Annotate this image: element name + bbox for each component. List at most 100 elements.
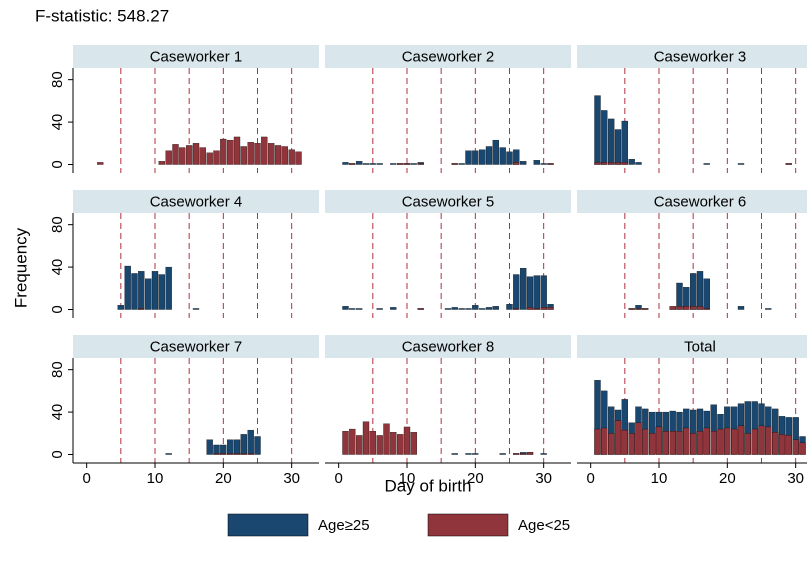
bar <box>247 142 254 165</box>
bar <box>165 453 172 455</box>
x-tick-label: 30 <box>535 470 552 487</box>
strip <box>325 45 571 68</box>
panel-title: Caseworker 5 <box>402 193 495 210</box>
bar <box>669 306 676 310</box>
legend-swatch <box>427 513 509 537</box>
bar <box>601 427 608 455</box>
panel-title: Caseworker 8 <box>402 338 495 355</box>
bar <box>240 453 247 455</box>
bar <box>737 163 745 165</box>
bar <box>676 431 683 455</box>
bar <box>281 146 288 165</box>
bar <box>206 152 213 165</box>
bar <box>397 434 404 455</box>
bar <box>765 308 772 310</box>
bar <box>513 308 520 310</box>
bar <box>247 429 254 455</box>
bar <box>758 425 765 455</box>
bar <box>451 163 458 165</box>
bar <box>206 439 213 455</box>
x-tick-label: 0 <box>586 470 594 487</box>
bar <box>533 275 540 310</box>
bar <box>165 266 172 310</box>
bar <box>383 423 390 455</box>
bar <box>594 162 601 165</box>
bar <box>369 163 376 165</box>
bar <box>417 163 424 165</box>
bar <box>594 95 601 165</box>
bar <box>213 444 220 455</box>
y-tick-label: 40 <box>49 259 66 276</box>
x-tick-label: 30 <box>283 470 300 487</box>
bar <box>608 162 615 165</box>
bar <box>772 432 779 455</box>
bar <box>444 308 452 310</box>
bar <box>165 150 172 165</box>
bar <box>547 163 554 165</box>
bar <box>131 273 138 310</box>
panel-title: Caseworker 3 <box>654 48 747 65</box>
bar <box>628 159 635 165</box>
bar <box>513 162 520 165</box>
bar <box>703 427 710 455</box>
bar <box>533 308 540 310</box>
bar <box>349 163 356 165</box>
bar <box>799 442 806 455</box>
bar <box>179 147 186 165</box>
bar <box>703 163 710 165</box>
bar <box>785 163 792 165</box>
y-axis-label: Frequency <box>11 227 30 308</box>
bar <box>635 308 642 310</box>
bar <box>635 162 642 165</box>
y-tick-label: 0 <box>49 160 66 168</box>
bar <box>608 433 615 455</box>
bar <box>151 271 159 310</box>
bar <box>642 308 649 310</box>
bar <box>642 428 649 455</box>
bar <box>526 276 534 310</box>
panel-title: Caseworker 2 <box>402 48 495 65</box>
strip <box>577 45 807 68</box>
bar <box>240 146 247 165</box>
x-tick-label: 30 <box>787 470 804 487</box>
bar <box>485 146 493 165</box>
bar <box>451 307 458 310</box>
y-tick-label: 0 <box>49 450 66 458</box>
bar <box>479 308 486 310</box>
bar <box>390 307 397 310</box>
bar <box>683 427 690 455</box>
bar <box>506 304 513 310</box>
bar <box>710 431 717 455</box>
bar <box>213 150 220 165</box>
bar <box>376 308 383 310</box>
bar <box>233 439 241 455</box>
bar <box>690 273 697 310</box>
bar <box>397 163 404 165</box>
bar <box>601 162 608 165</box>
bar <box>342 431 349 455</box>
bar <box>737 425 745 455</box>
bar <box>628 433 635 455</box>
bar <box>690 433 697 455</box>
bar <box>356 435 363 455</box>
bar <box>220 444 227 455</box>
y-tick-label: 80 <box>49 216 66 233</box>
bar <box>676 282 683 310</box>
bar <box>390 432 397 455</box>
bar <box>268 143 275 165</box>
bar <box>417 308 424 310</box>
bar <box>220 138 227 165</box>
bar <box>465 150 472 165</box>
bar <box>349 428 356 455</box>
x-tick-label: 20 <box>719 470 736 487</box>
bar <box>124 265 131 310</box>
strip <box>73 335 319 358</box>
bar <box>403 163 411 165</box>
bar <box>472 305 479 310</box>
bar <box>172 144 179 165</box>
bar <box>513 453 520 455</box>
bar <box>540 453 547 455</box>
bar <box>158 161 165 165</box>
y-tick-label: 40 <box>49 404 66 421</box>
bar <box>362 163 370 165</box>
